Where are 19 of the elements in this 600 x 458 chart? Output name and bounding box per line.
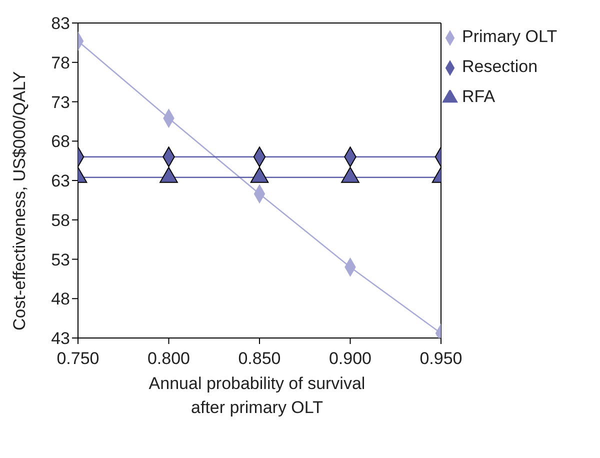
- y-tick-label: 83: [51, 14, 70, 34]
- x-tick-label: 0.900: [328, 349, 372, 368]
- x-axis-title: Annual probability of survival after primary OLT: [148, 373, 366, 419]
- y-tick-label: 58: [51, 210, 70, 230]
- x-tick-label: 0.750: [56, 349, 100, 368]
- y-tick-label: 68: [51, 132, 70, 152]
- x-tick-label: 0.950: [420, 349, 462, 368]
- legend-label: RFA: [462, 87, 496, 106]
- y-tick-label: 73: [51, 92, 70, 112]
- y-tick-label: 78: [51, 53, 70, 72]
- x-tick-label: 0.850: [238, 349, 281, 368]
- x-tick-label: 0.800: [147, 349, 190, 368]
- y-tick-label: 63: [51, 172, 70, 191]
- y-tick-label: 48: [51, 290, 70, 309]
- y-tick-label: 43: [51, 329, 70, 348]
- legend-label: Resection: [462, 57, 538, 76]
- legend-label: Primary OLT: [462, 27, 558, 46]
- y-tick-label: 53: [51, 250, 70, 270]
- y-axis-title: Cost-effectiveness, US$000/QALY: [10, 71, 30, 330]
